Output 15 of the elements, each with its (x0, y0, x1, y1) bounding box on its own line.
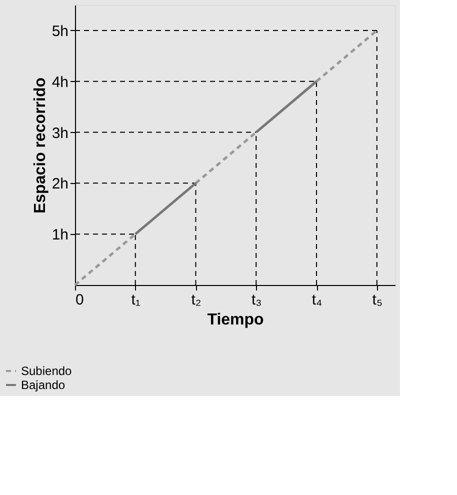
x-tick-label: t₄ (312, 292, 322, 308)
x-tick-label: t₅ (372, 292, 382, 308)
x-axis-title: Tiempo (207, 312, 264, 328)
x-tick-label: t₃ (251, 292, 262, 308)
y-tick-label: 1h (52, 226, 68, 244)
x-tick-label: 0 (76, 292, 84, 308)
legend-label: Bajando (21, 378, 66, 392)
y-tick-label: 4h (52, 74, 68, 91)
y-tick-label: 5h (52, 22, 68, 40)
x-tick-label: t₂ (191, 292, 202, 308)
x-tick-label: t₁ (131, 292, 140, 308)
y-tick-label: 3h (52, 124, 68, 142)
y-axis-title: Espacio recorrido (32, 77, 49, 214)
legend-label: Subiendo (21, 364, 72, 378)
y-tick-label: 2h (52, 176, 68, 193)
